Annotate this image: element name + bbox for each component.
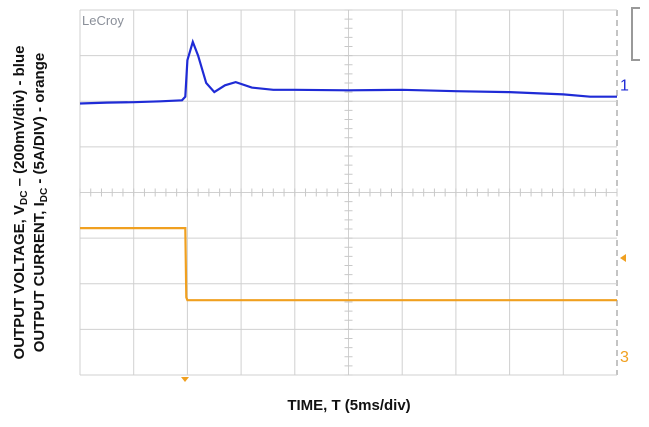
y-label-line: OUTPUT VOLTAGE, VDC – (200mV/div) - blue <box>11 46 30 360</box>
y-label-part: OUTPUT VOLTAGE, V <box>11 205 28 359</box>
trigger-marker <box>181 377 189 382</box>
level-marker <box>620 254 626 262</box>
y-label-part: – (200mV/div) - blue <box>11 46 28 191</box>
y-label-part: - (5A/DIV) - orange <box>31 53 48 188</box>
trace <box>79 38 617 105</box>
menu-bracket <box>631 7 640 61</box>
brand: LeCroy <box>82 13 124 28</box>
y-label-line: OUTPUT CURRENT, IDC - (5A/DIV) - orange <box>31 53 50 352</box>
y-label-part: DC <box>39 188 50 202</box>
trace <box>80 227 617 302</box>
y-label-part: DC <box>19 191 30 205</box>
channel-label: 1 <box>620 78 629 95</box>
x-axis-label: TIME, T (5ms/div) <box>287 397 410 414</box>
y-label-part: OUTPUT CURRENT, I <box>31 202 48 352</box>
y-axis-label: OUTPUT VOLTAGE, VDC – (200mV/div) - blue… <box>11 46 50 360</box>
channel-label: 3 <box>620 349 629 366</box>
